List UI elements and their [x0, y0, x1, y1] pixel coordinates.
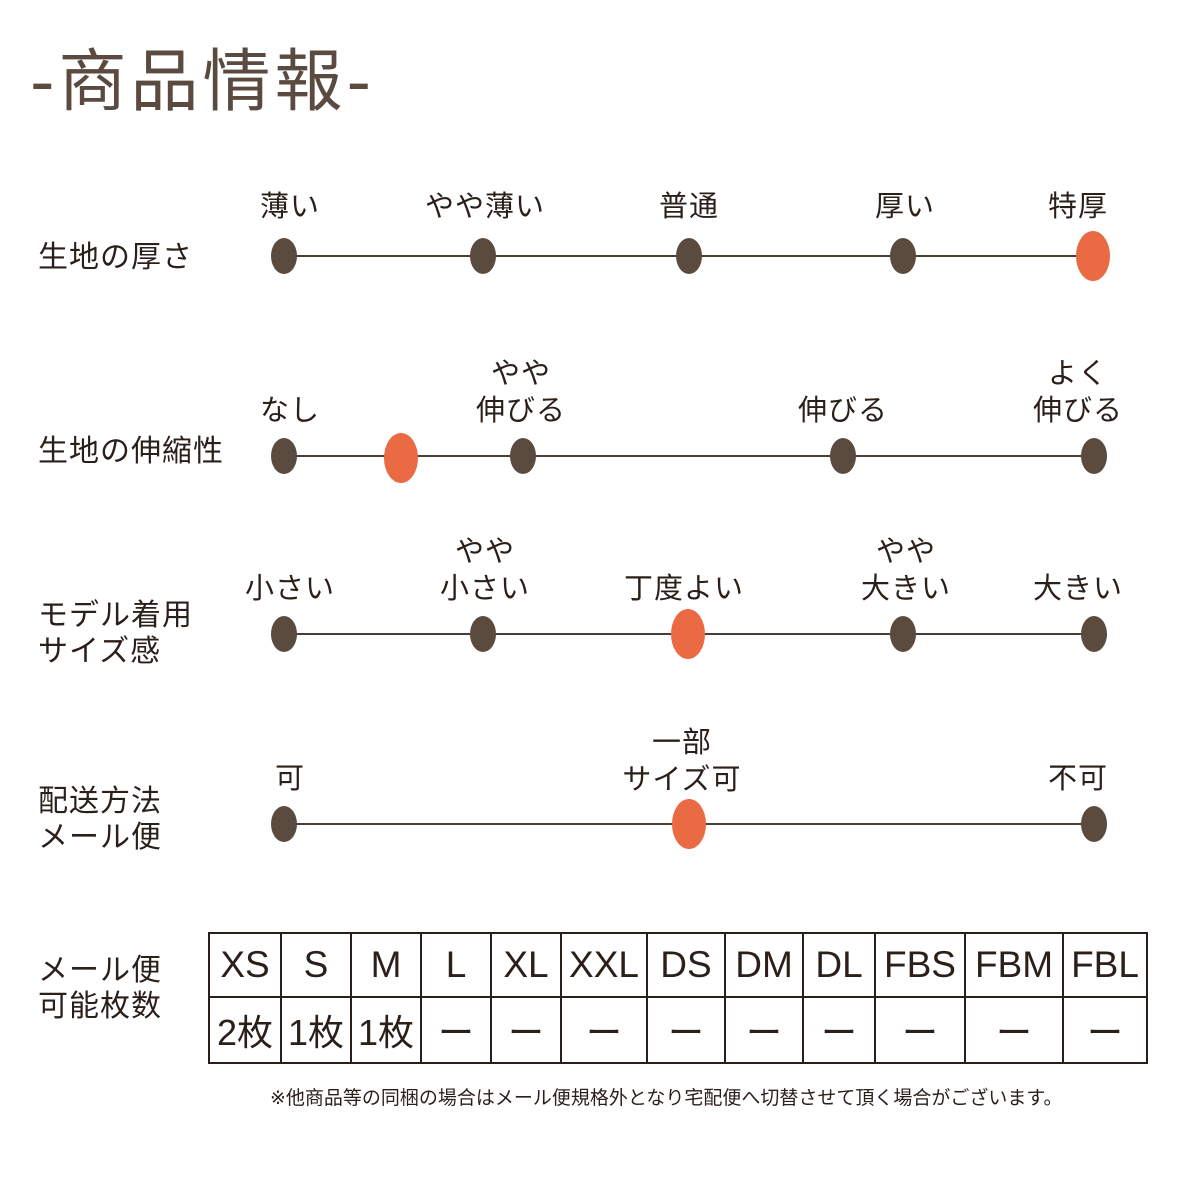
- size-header: FBS: [874, 932, 966, 998]
- table-header-row: XS S M L XL XXL DS DM DL FBS FBM FBL: [208, 932, 1148, 998]
- scale-dot: [271, 438, 297, 474]
- option-label: 可: [274, 761, 306, 795]
- size-header: DL: [802, 932, 876, 998]
- option-label: やや 大きい: [860, 534, 952, 605]
- size-header: S: [280, 932, 352, 998]
- scale-dot: [676, 238, 702, 274]
- count-cell: 1枚: [350, 996, 422, 1064]
- scale-dot: [510, 438, 536, 474]
- scale-dot: [1081, 616, 1107, 652]
- option-label: 大きい: [1032, 571, 1124, 605]
- option-label: やや 伸びる: [475, 356, 567, 427]
- count-cell: 1枚: [280, 996, 352, 1064]
- size-header: XS: [208, 932, 282, 998]
- count-cell: ー: [1062, 996, 1148, 1064]
- selected-dot: [384, 433, 418, 483]
- scale-dot: [890, 238, 916, 274]
- size-header: XXL: [560, 932, 648, 998]
- count-cell: ー: [560, 996, 648, 1064]
- size-header: DM: [724, 932, 804, 998]
- option-label: やや 小さい: [439, 534, 531, 605]
- scale-dot: [271, 238, 297, 274]
- scale-dot: [271, 806, 297, 842]
- scale-line: [284, 455, 1094, 457]
- option-label: 特厚: [1047, 189, 1109, 223]
- size-header: DS: [646, 932, 726, 998]
- option-label: やや薄い: [424, 189, 546, 223]
- count-cell: ー: [802, 996, 876, 1064]
- count-cell: 2枚: [208, 996, 282, 1064]
- selected-dot: [1076, 231, 1110, 281]
- selected-dot: [671, 609, 705, 659]
- option-label: よく 伸びる: [1032, 356, 1124, 427]
- count-cell: ー: [420, 996, 492, 1064]
- page-title: -商品情報-: [30, 43, 376, 122]
- option-label: 一部 サイズ可: [622, 725, 742, 796]
- size-header: FBL: [1062, 932, 1148, 998]
- option-label: なし: [259, 393, 321, 427]
- size-header: M: [350, 932, 422, 998]
- count-cell: ー: [874, 996, 966, 1064]
- option-label: 丁度よい: [623, 571, 745, 605]
- scale-dot: [271, 616, 297, 652]
- scale-dot: [830, 438, 856, 474]
- mail-table-label: メール便 可能枚数: [38, 953, 162, 1024]
- footnote: ※他商品等の同梱の場合はメール便規格外となり宅配便へ切替させて頂く場合がございま…: [270, 1087, 1063, 1109]
- scale-dot: [470, 616, 496, 652]
- size-header: L: [420, 932, 492, 998]
- count-cell: ー: [490, 996, 562, 1064]
- scale-dot: [1081, 438, 1107, 474]
- scale-label: 生地の厚さ: [38, 240, 193, 275]
- option-label: 伸びる: [797, 393, 889, 427]
- option-label: 薄い: [259, 189, 321, 223]
- size-header: FBM: [964, 932, 1064, 998]
- count-cell: ー: [646, 996, 726, 1064]
- scale-label: 生地の伸縮性: [38, 434, 224, 469]
- selected-dot: [672, 799, 706, 849]
- scale-dot: [1081, 806, 1107, 842]
- option-label: 厚い: [874, 189, 936, 223]
- count-cell: ー: [964, 996, 1064, 1064]
- scale-dot: [470, 238, 496, 274]
- scale-label: モデル着用 サイズ感: [38, 598, 193, 669]
- option-label: 小さい: [244, 571, 336, 605]
- size-header: XL: [490, 932, 562, 998]
- table-row: 2枚 1枚 1枚 ー ー ー ー ー ー ー ー ー: [208, 996, 1148, 1064]
- scale-dot: [890, 616, 916, 652]
- scale-label: 配送方法 メール便: [38, 784, 162, 855]
- option-label: 普通: [658, 189, 720, 223]
- mail-count-table: XS S M L XL XXL DS DM DL FBS FBM FBL 2枚 …: [208, 932, 1148, 1064]
- count-cell: ー: [724, 996, 804, 1064]
- option-label: 不可: [1047, 761, 1109, 795]
